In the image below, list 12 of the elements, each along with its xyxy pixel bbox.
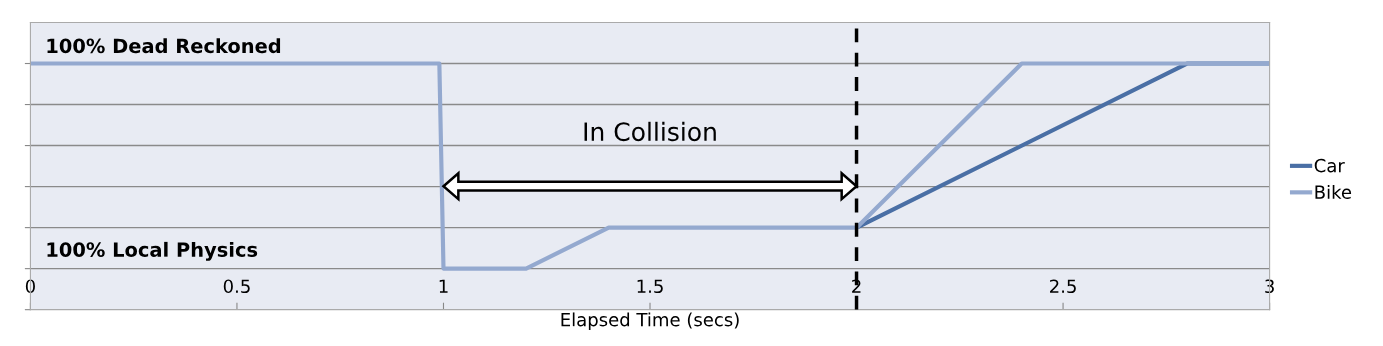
- x-tick-label: 1: [439, 279, 448, 293]
- x-tick-label: 3: [1265, 279, 1274, 294]
- annotation: In Collision: [584, 121, 716, 142]
- x-tick-label: 2.5: [1050, 279, 1076, 294]
- x-tick-label: 0: [25, 279, 35, 294]
- annotation: 100% Local Physics: [47, 241, 258, 261]
- legend-label: Bike: [1315, 184, 1352, 199]
- x-tick-label: 0.5: [223, 279, 250, 294]
- x-tick-label: 1.5: [637, 279, 663, 294]
- legend-label: Car: [1314, 158, 1345, 173]
- x-axis-title: Elapsed Time (secs): [561, 312, 739, 330]
- text: 100% Dead Reckoned: [47, 38, 281, 54]
